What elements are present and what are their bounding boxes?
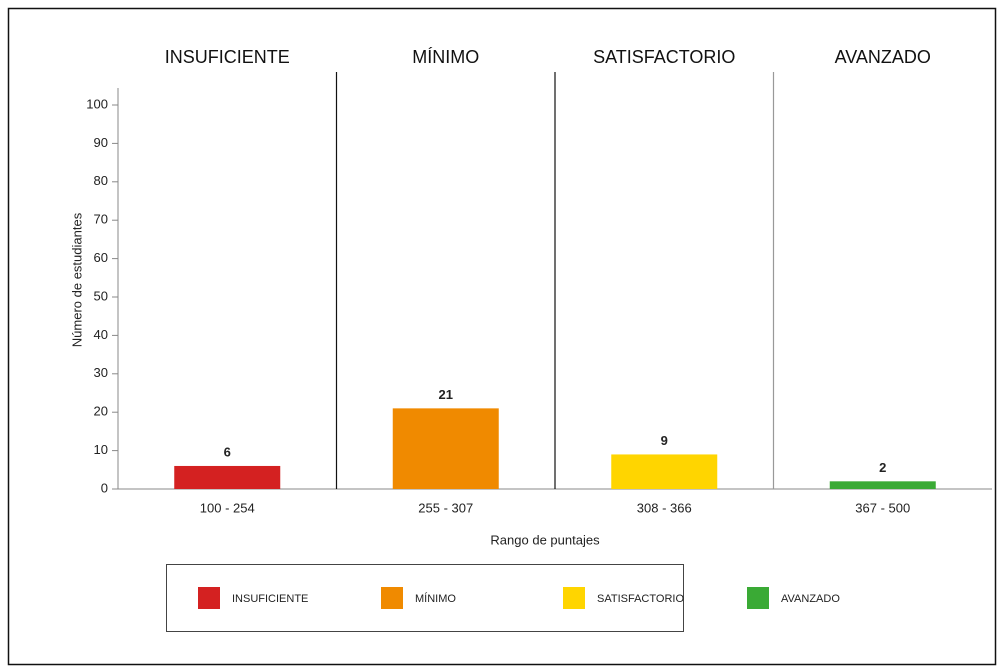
y-tick-label: 30 — [94, 365, 108, 380]
bar — [829, 481, 936, 489]
y-tick-label: 40 — [94, 327, 108, 342]
legend-swatch — [563, 587, 585, 609]
y-tick-label: 0 — [101, 480, 108, 495]
y-axis-title: Número de estudiantes — [69, 212, 84, 347]
x-axis-title: Rango de puntajes — [490, 532, 600, 547]
data-label: 6 — [224, 444, 231, 459]
y-tick-label: 100 — [86, 96, 108, 111]
x-tick-label: 367 - 500 — [855, 500, 910, 515]
x-tick-label: 255 - 307 — [418, 500, 473, 515]
bar — [174, 465, 281, 489]
y-tick-label: 90 — [94, 135, 108, 150]
legend-label: MÍNIMO — [415, 592, 456, 605]
column-header: SATISFACTORIO — [593, 47, 735, 67]
x-tick-label: 308 - 366 — [637, 500, 692, 515]
column-header: INSUFICIENTE — [165, 47, 290, 67]
y-tick-label: 20 — [94, 404, 108, 419]
legend-label: SATISFACTORIO — [597, 593, 684, 605]
data-label: 21 — [439, 387, 453, 402]
column-header: AVANZADO — [835, 47, 931, 67]
y-tick-label: 50 — [94, 288, 108, 303]
frame — [7, 7, 997, 666]
y-tick-label: 80 — [94, 173, 108, 188]
y-tick-label: 70 — [94, 212, 108, 227]
column-header: MÍNIMO — [412, 47, 479, 67]
y-tick-label: 10 — [94, 442, 108, 457]
legend-label: INSUFICIENTE — [232, 593, 308, 605]
bar — [392, 408, 499, 489]
data-label: 9 — [661, 433, 668, 448]
legend-swatch — [381, 587, 403, 609]
legend-label: AVANZADO — [781, 593, 840, 605]
legend-swatch — [198, 587, 220, 609]
y-tick-label: 60 — [94, 250, 108, 265]
bar — [611, 454, 718, 489]
legend-box — [166, 564, 684, 632]
legend-swatch — [747, 587, 769, 609]
x-tick-label: 100 - 254 — [200, 500, 255, 515]
data-label: 2 — [879, 460, 886, 475]
